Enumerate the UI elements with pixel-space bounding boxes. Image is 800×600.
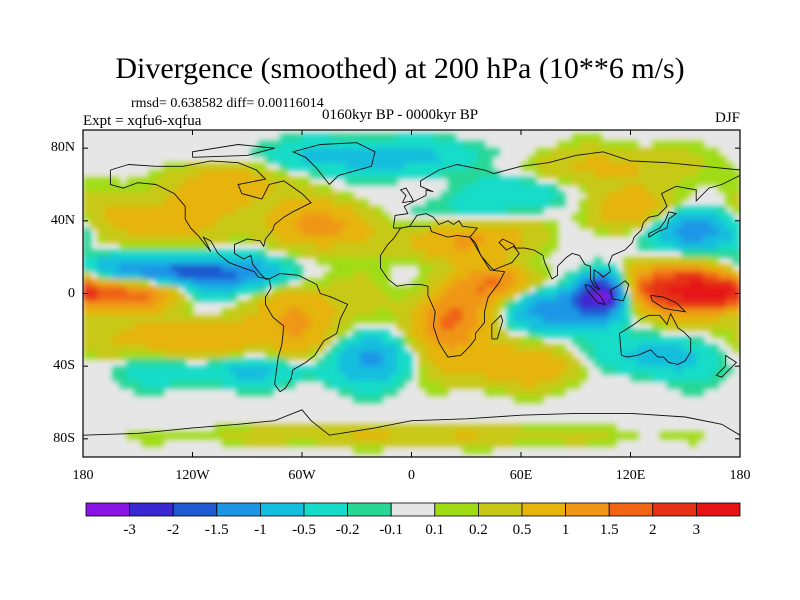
colorbar-label: -3 bbox=[123, 522, 136, 538]
colorbar-label: 0.1 bbox=[425, 522, 445, 538]
colorbar-swatch bbox=[172, 502, 218, 517]
rmsd-diff-line: rmsd= 0.638582 diff= 0.00116014 bbox=[131, 96, 324, 111]
y-tick-label: 40N bbox=[50, 212, 75, 228]
africa-coast bbox=[380, 225, 506, 358]
divergence-field bbox=[83, 133, 740, 454]
colorbar-label: -0.5 bbox=[292, 522, 316, 538]
new-guinea-coast bbox=[650, 294, 687, 313]
colorbar-label: 0.5 bbox=[512, 522, 532, 538]
new-zealand-coast bbox=[715, 354, 738, 378]
colorbar bbox=[85, 502, 741, 517]
colorbar-swatch bbox=[129, 502, 174, 517]
north-america-coast bbox=[109, 160, 312, 280]
arctic-islands-coast bbox=[192, 144, 275, 158]
x-tick-label: 0 bbox=[408, 468, 415, 483]
period-label: 0160kyr BP - 0000kyr BP bbox=[322, 107, 479, 123]
antarctica-coast bbox=[83, 409, 740, 436]
coastlines bbox=[83, 142, 740, 436]
chart-title: Divergence (smoothed) at 200 hPa (10**6 … bbox=[115, 52, 685, 85]
x-tick-label: 180 bbox=[72, 468, 94, 483]
experiment-label: Expt = xqfu6-xqfua bbox=[83, 113, 202, 129]
colorbar-label: -1 bbox=[254, 522, 267, 538]
colorbar-swatch bbox=[477, 502, 523, 517]
x-tick-label: 60W bbox=[288, 468, 316, 483]
field-cells bbox=[83, 133, 740, 454]
south-america-coast bbox=[265, 273, 349, 393]
y-tick-label: 80N bbox=[50, 140, 75, 156]
japan-coast bbox=[648, 211, 678, 238]
colorbar-swatch bbox=[85, 502, 130, 517]
uk-coast bbox=[399, 187, 414, 204]
sumatra-coast bbox=[584, 283, 606, 306]
y-tick-label: 80S bbox=[53, 430, 75, 446]
colorbar-label: 0.2 bbox=[469, 522, 488, 538]
y-tick-label: 0 bbox=[68, 285, 75, 301]
colorbar-label: 3 bbox=[692, 522, 701, 538]
y-tick-label: 40S bbox=[53, 358, 75, 374]
colorbar-label: 1.5 bbox=[599, 522, 619, 538]
colorbar-swatch bbox=[216, 502, 261, 517]
colorbar-label: -1.5 bbox=[204, 522, 229, 538]
colorbar-swatch bbox=[565, 502, 610, 517]
borneo-coast bbox=[609, 280, 630, 302]
madagascar-coast bbox=[491, 314, 504, 340]
x-tick-label: 120E bbox=[615, 468, 646, 483]
colorbar-label: -0.1 bbox=[379, 522, 404, 538]
greenland-coast bbox=[291, 142, 376, 185]
colorbar-swatch bbox=[652, 502, 697, 517]
season-label: DJF bbox=[714, 110, 740, 126]
colorbar-swatch bbox=[347, 502, 392, 517]
colorbar-label: -2 bbox=[166, 522, 180, 538]
x-tick-label: 180 bbox=[729, 468, 751, 483]
x-tick-label: 60E bbox=[509, 468, 533, 483]
colorbar-label: -0.2 bbox=[335, 522, 360, 538]
colorbar-label: 2 bbox=[649, 522, 657, 538]
colorbar-swatch bbox=[303, 502, 348, 517]
x-tick-label: 120W bbox=[175, 468, 210, 483]
colorbar-swatch bbox=[696, 502, 741, 517]
colorbar-swatch bbox=[521, 502, 566, 517]
colorbar-label: 1 bbox=[561, 522, 570, 538]
axis-ticks bbox=[82, 130, 741, 457]
australia-coast bbox=[619, 312, 692, 365]
colorbar-swatch bbox=[390, 502, 436, 517]
colorbar-swatch bbox=[608, 502, 654, 517]
colorbar-swatch bbox=[434, 502, 479, 517]
colorbar-swatch bbox=[259, 502, 305, 517]
